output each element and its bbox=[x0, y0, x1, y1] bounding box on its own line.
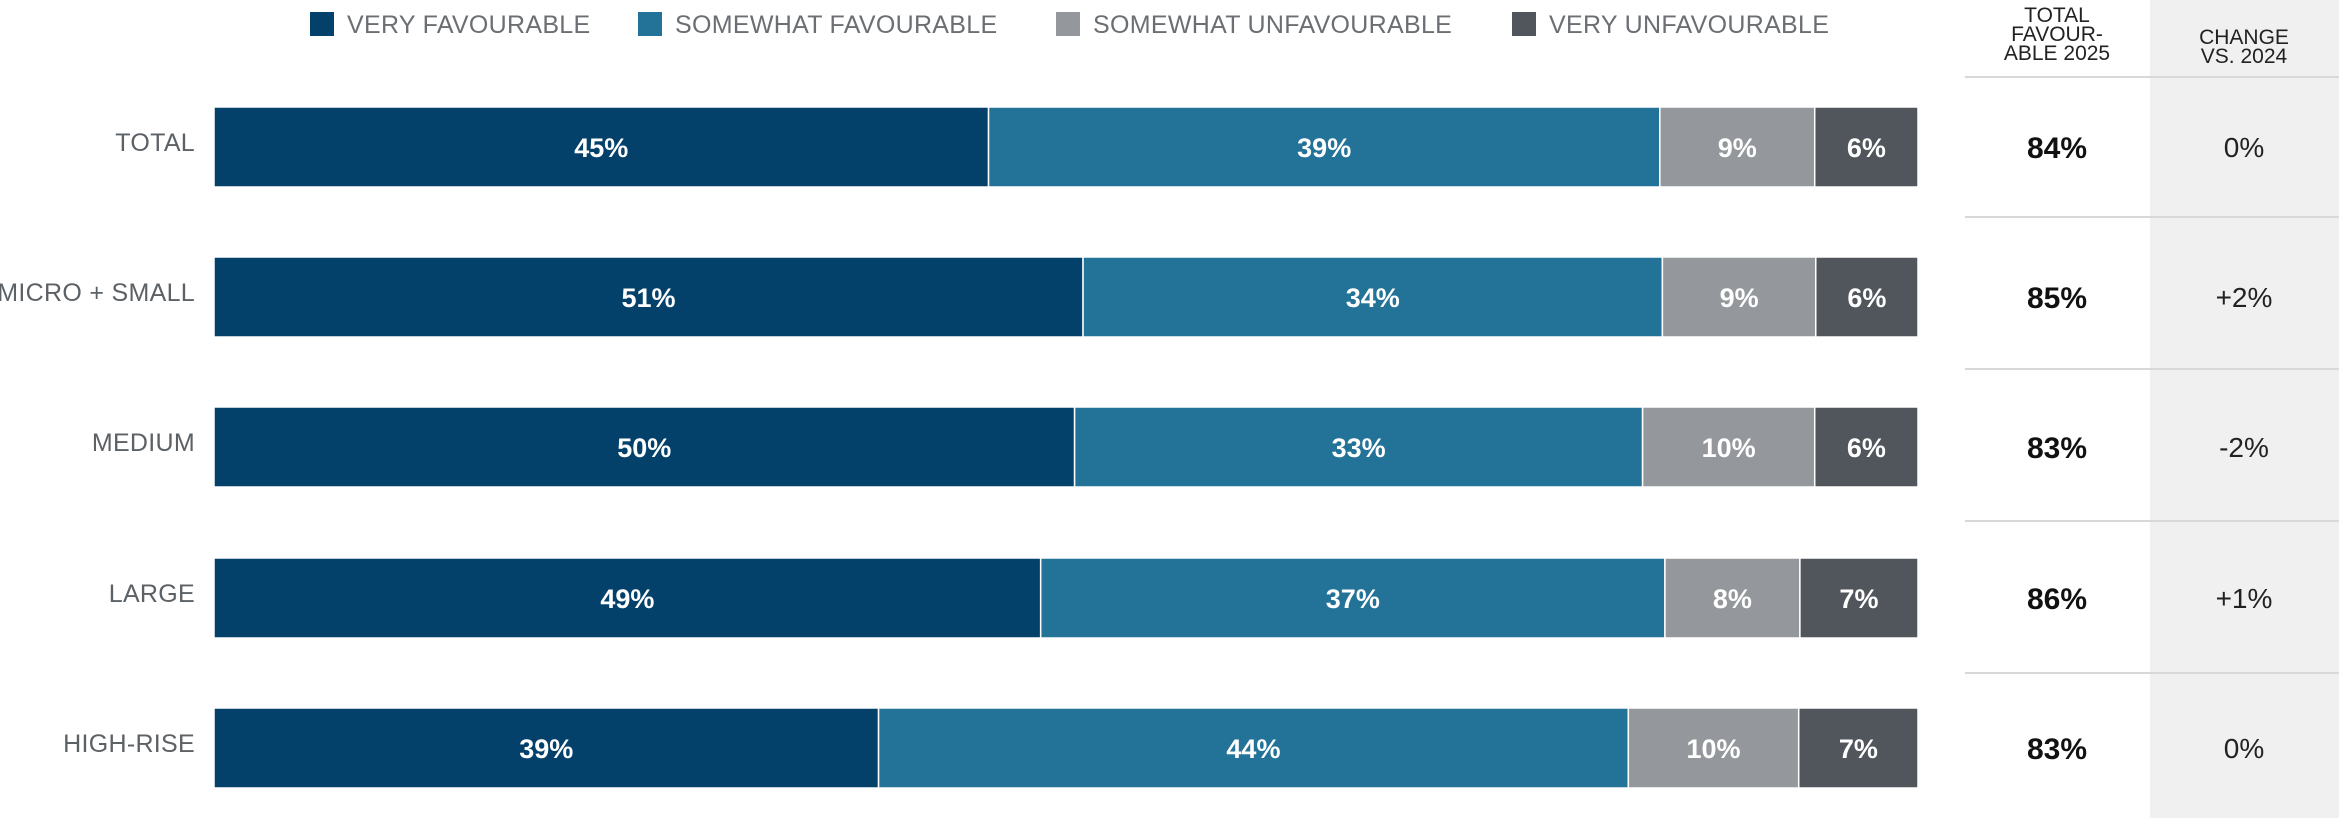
bar-value-label: 44% bbox=[1226, 734, 1280, 764]
bar-value-label: 49% bbox=[600, 584, 654, 614]
bar-segment bbox=[1815, 256, 1919, 338]
bar-value-label: 10% bbox=[1686, 734, 1740, 764]
category-label: MEDIUM bbox=[92, 429, 195, 457]
bar-segment bbox=[1813, 106, 1919, 188]
legend-swatch bbox=[638, 12, 662, 36]
bar-segment bbox=[1813, 406, 1919, 488]
bar-value-label: 39% bbox=[1297, 133, 1351, 163]
bar-segment bbox=[877, 707, 1630, 789]
change-column-background bbox=[2150, 0, 2339, 818]
category-label: MICRO + SMALL bbox=[0, 279, 195, 307]
category-label: HIGH-RISE bbox=[63, 730, 195, 758]
table-header-line: ABLE 2025 bbox=[2004, 42, 2110, 65]
bar-segment bbox=[213, 707, 880, 789]
total-favourable-value: 83% bbox=[2027, 432, 2087, 465]
bar-value-label: 33% bbox=[1332, 433, 1386, 463]
bar-segment bbox=[1799, 557, 1919, 639]
category-labels: TOTAL MICRO + SMALL MEDIUM LARGE HIGH-RISE bbox=[0, 129, 195, 758]
bar-value-label: 6% bbox=[1847, 433, 1886, 463]
bar-segment bbox=[1039, 557, 1666, 639]
change-value: +1% bbox=[2216, 583, 2273, 614]
legend-label: VERY FAVOURABLE bbox=[347, 11, 591, 39]
bar-segment bbox=[1661, 256, 1817, 338]
bar-value-label: 6% bbox=[1847, 283, 1886, 313]
bar-value-label: 45% bbox=[574, 133, 628, 163]
legend-swatch bbox=[1512, 12, 1536, 36]
bar-value-label: 51% bbox=[621, 283, 675, 313]
side-table-values: 84% 0% 85% +2% 83% -2% 86% +1% 83% 0% bbox=[2027, 132, 2272, 766]
bar-value-label: 10% bbox=[1702, 433, 1756, 463]
bar-segment bbox=[213, 256, 1084, 338]
legend-swatch bbox=[310, 12, 334, 36]
total-favourable-value: 86% bbox=[2027, 583, 2087, 616]
bar-value-label: 7% bbox=[1839, 584, 1878, 614]
bar-value-label: 6% bbox=[1847, 133, 1886, 163]
bar-segment bbox=[1073, 406, 1644, 488]
bar-segment bbox=[213, 406, 1076, 488]
change-value: 0% bbox=[2224, 733, 2264, 764]
legend-label: SOMEWHAT UNFAVOURABLE bbox=[1093, 11, 1452, 39]
total-favourable-value: 83% bbox=[2027, 733, 2087, 766]
legend: VERY FAVOURABLE SOMEWHAT FAVOURABLE SOMEWH… bbox=[310, 11, 1829, 39]
category-label: TOTAL bbox=[115, 129, 195, 157]
total-favourable-value: 84% bbox=[2027, 132, 2087, 165]
change-value: 0% bbox=[2224, 132, 2264, 163]
bar-value-label: 50% bbox=[617, 433, 671, 463]
bar-value-label: 9% bbox=[1718, 133, 1757, 163]
change-value: +2% bbox=[2216, 282, 2273, 313]
bar-value-label: 39% bbox=[519, 734, 573, 764]
bar-segment bbox=[213, 557, 1042, 639]
total-favourable-value: 85% bbox=[2027, 282, 2087, 315]
table-header-line: VS. 2024 bbox=[2201, 45, 2288, 68]
legend-swatch bbox=[1056, 12, 1080, 36]
category-label: LARGE bbox=[109, 580, 195, 608]
table-header-line: TOTAL bbox=[2024, 4, 2090, 27]
change-value: -2% bbox=[2219, 432, 2269, 463]
side-table-dividers bbox=[1965, 76, 2339, 674]
bar-value-label: 7% bbox=[1839, 734, 1878, 764]
bar-segment bbox=[1797, 707, 1919, 789]
bar-value-label: 34% bbox=[1346, 283, 1400, 313]
legend-label: SOMEWHAT FAVOURABLE bbox=[675, 11, 997, 39]
bars: 45% 39% 9% 6% 51% 34% 9% 6% 50% 33% 10% 6% 49% 37% 8% 7… bbox=[213, 106, 1919, 789]
table-header-line: FAVOUR- bbox=[2011, 23, 2103, 46]
bar-value-label: 37% bbox=[1326, 584, 1380, 614]
table-header-line: CHANGE bbox=[2199, 26, 2289, 49]
bar-segment bbox=[213, 106, 990, 188]
bar-segment bbox=[1082, 256, 1664, 338]
bar-segment bbox=[1664, 557, 1801, 639]
bar-value-label: 9% bbox=[1720, 283, 1759, 313]
bar-segment bbox=[1659, 106, 1816, 188]
legend-label: VERY UNFAVOURABLE bbox=[1549, 11, 1829, 39]
bar-segment bbox=[987, 106, 1661, 188]
bar-value-label: 8% bbox=[1713, 584, 1752, 614]
